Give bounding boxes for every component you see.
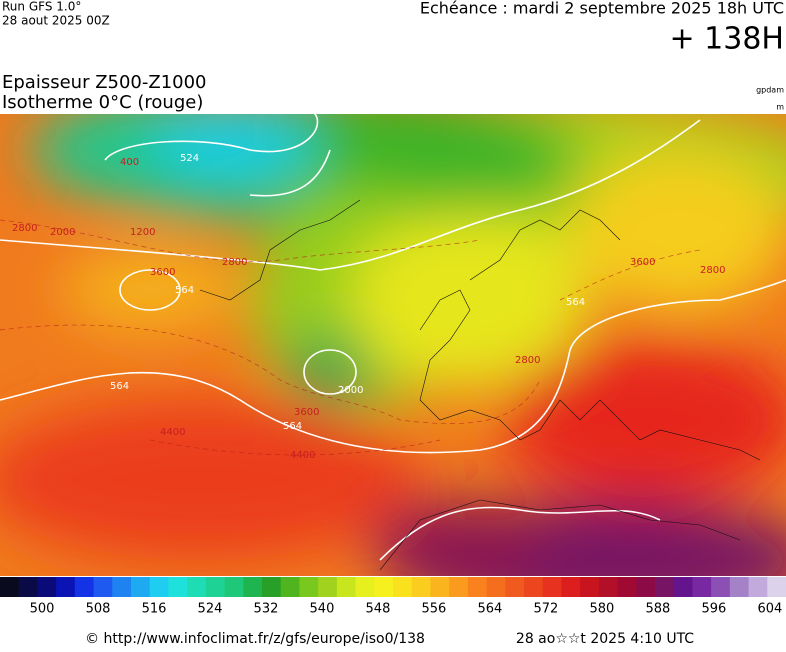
colorbar-label: 556: [422, 602, 447, 617]
contour-label: 3600: [630, 257, 655, 268]
unit-label: gpdam: [756, 86, 784, 95]
colorbar-label: 524: [198, 602, 223, 617]
map-title: Epaisseur Z500-Z1000: [2, 72, 207, 93]
colorbar: 500 508 516 524 532 540 548 556 564 572 580 588 596 6…: [0, 577, 786, 617]
contour-label: 3600: [294, 407, 319, 418]
color-swatch: [93, 577, 113, 597]
contour-label: 4400: [160, 427, 185, 438]
color-swatch: [692, 577, 712, 597]
color-swatch: [636, 577, 656, 597]
generated-time: 28 ao☆☆t 2025 4:10 UTC: [516, 631, 694, 647]
color-swatch: [299, 577, 319, 597]
run-date: 28 aout 2025 00Z: [2, 14, 110, 28]
color-swatch: [0, 577, 20, 597]
color-swatch: [505, 577, 525, 597]
color-swatch: [318, 577, 338, 597]
colorbar-label: 548: [366, 602, 391, 617]
color-swatch: [655, 577, 675, 597]
colorbar-label: 564: [478, 602, 503, 617]
colorbar-label: 572: [534, 602, 559, 617]
contour-label: 564: [283, 421, 302, 432]
colorbar-label: 604: [757, 602, 782, 617]
colorbar-label: 588: [646, 602, 671, 617]
color-swatch: [729, 577, 750, 597]
color-swatch: [673, 577, 693, 597]
color-swatch: [542, 577, 562, 597]
color-swatch: [112, 577, 132, 597]
unit-label: m: [776, 103, 784, 112]
run-label: Run GFS 1.0°: [2, 0, 81, 14]
contour-label: 564: [110, 381, 129, 392]
color-swatch: [711, 577, 731, 597]
color-swatch: [168, 577, 188, 597]
color-swatch: [393, 577, 413, 597]
color-swatch: [336, 577, 357, 597]
color-swatch: [224, 577, 244, 597]
color-swatch: [18, 577, 38, 597]
color-swatch: [280, 577, 300, 597]
color-swatch: [131, 577, 151, 597]
color-swatch: [187, 577, 207, 597]
color-swatch: [580, 577, 600, 597]
color-swatch: [486, 577, 506, 597]
contour-label: 2000: [50, 227, 75, 238]
contour-label: 564: [566, 297, 585, 308]
map: [0, 114, 786, 576]
colorbar-label: 516: [142, 602, 167, 617]
color-swatch: [205, 577, 226, 597]
source-link[interactable]: © http://www.infoclimat.fr/z/gfs/europe/…: [85, 631, 425, 647]
contour-label: 3600: [150, 267, 175, 278]
contour-label: 4400: [290, 450, 315, 461]
color-swatch: [74, 577, 95, 597]
color-swatch: [430, 577, 450, 597]
contour-label: 2800: [700, 265, 725, 276]
color-swatch: [37, 577, 57, 597]
contour-labels: 400 524 1200 2000 2800 3600 564 4400 564…: [12, 153, 725, 461]
color-swatch: [598, 577, 619, 597]
color-swatch: [748, 577, 768, 597]
contour-label: 2000: [338, 385, 363, 396]
contour-label: 524: [180, 153, 199, 164]
contour-label: 400: [120, 157, 139, 168]
lead-time: + 138H: [670, 22, 785, 57]
contour-label: 2800: [515, 355, 540, 366]
color-swatch: [149, 577, 169, 597]
contour-label: 2800: [12, 223, 37, 234]
contour-label: 2800: [222, 257, 247, 268]
colorbar-label: 540: [310, 602, 335, 617]
color-swatch: [561, 577, 581, 597]
contour-label: 564: [175, 285, 194, 296]
color-swatch: [374, 577, 394, 597]
colorbar-label: 508: [86, 602, 111, 617]
color-swatch: [262, 577, 282, 597]
color-swatch: [524, 577, 544, 597]
color-swatch: [467, 577, 488, 597]
color-swatch: [243, 577, 263, 597]
colorbar-label: 596: [701, 602, 726, 617]
colorbar-label: 500: [30, 602, 55, 617]
color-swatch: [355, 577, 375, 597]
contour-label: 1200: [130, 227, 155, 238]
color-swatch: [56, 577, 76, 597]
colorbar-label: 580: [590, 602, 615, 617]
color-swatch: [449, 577, 469, 597]
valid-time: Echéance : mardi 2 septembre 2025 18h UT…: [420, 0, 784, 18]
color-swatch: [617, 577, 637, 597]
map-subtitle: Isotherme 0°C (rouge): [2, 92, 203, 113]
color-swatch: [767, 577, 786, 597]
colorbar-label: 532: [254, 602, 279, 617]
color-swatch: [411, 577, 431, 597]
